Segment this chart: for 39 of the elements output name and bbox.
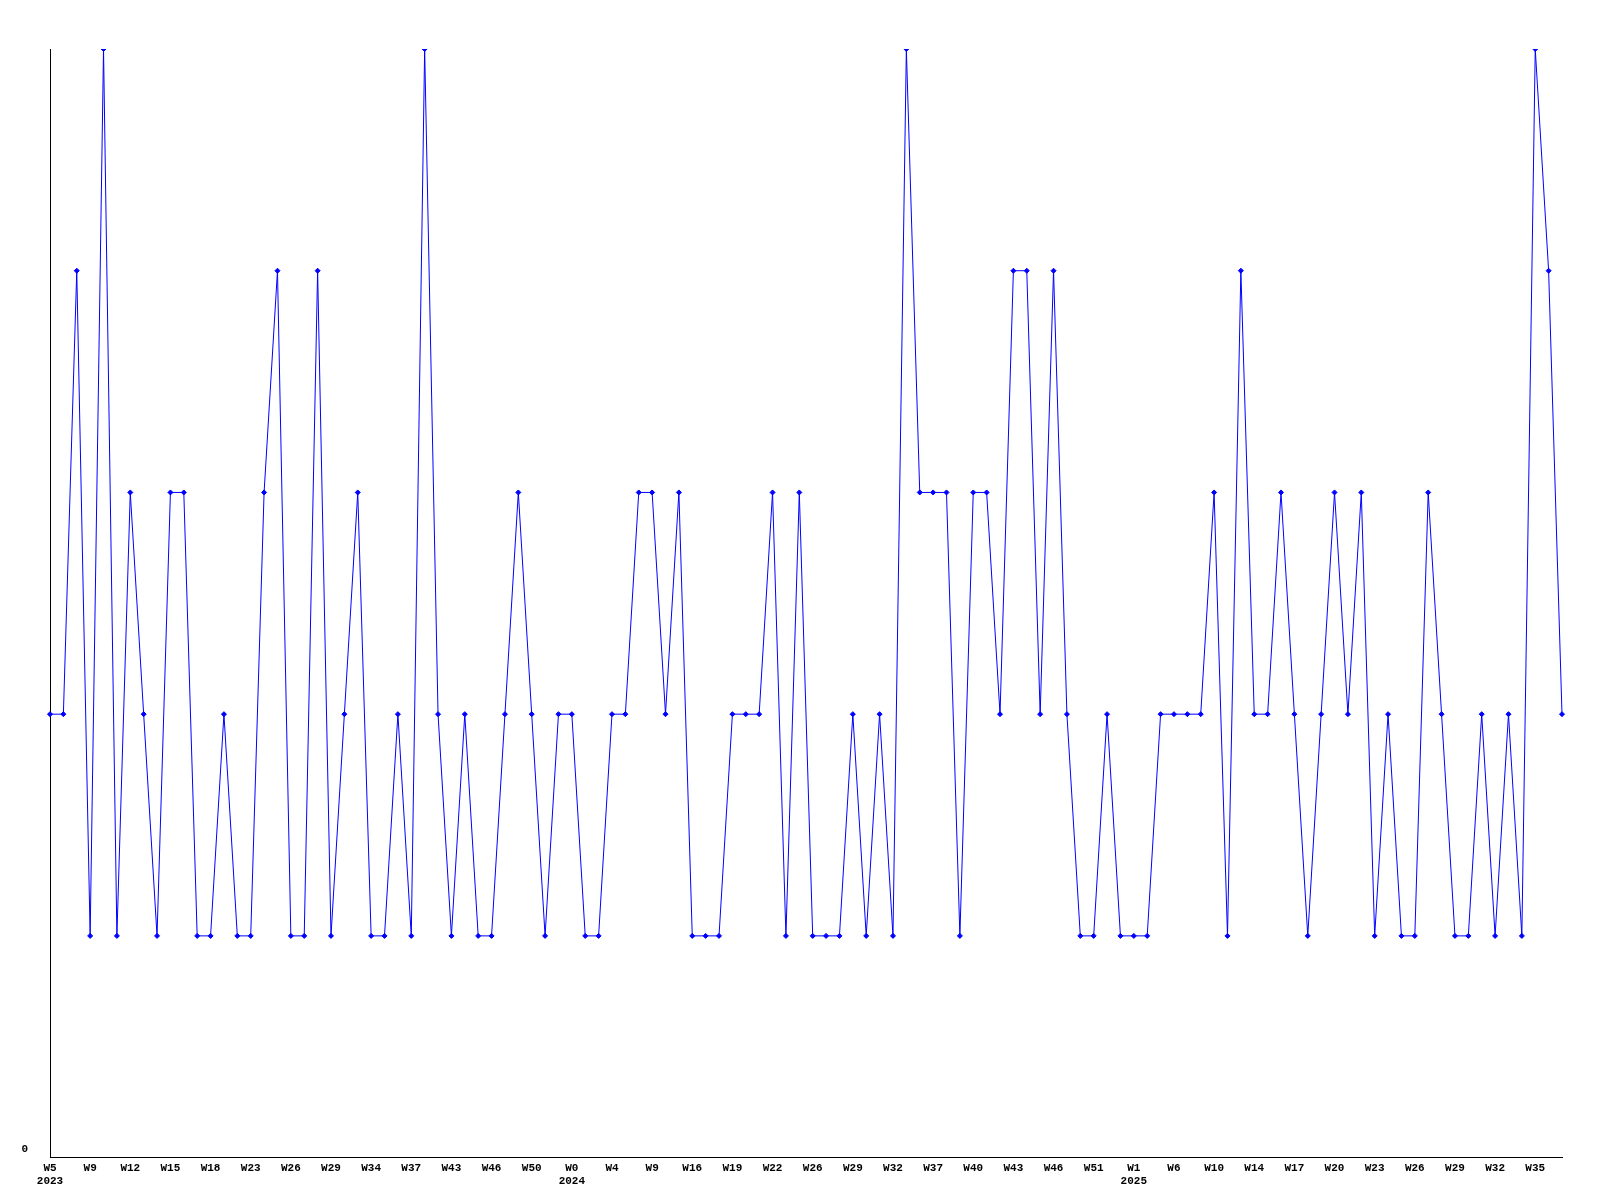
x-tick-label: W0 2024 xyxy=(558,1161,586,1188)
x-tick-label: W9 xyxy=(645,1161,659,1174)
x-tick-label: W32 xyxy=(883,1161,903,1174)
x-tick-label: W6 xyxy=(1167,1161,1181,1174)
x-tick-label: W32 xyxy=(1485,1161,1505,1174)
x-tick-label: W14 xyxy=(1244,1161,1265,1174)
x-tick-label: W51 xyxy=(1083,1161,1104,1174)
x-tick-label: W46 xyxy=(1043,1161,1064,1174)
x-tick-label: W22 xyxy=(762,1161,783,1174)
x-tick-label: W37 xyxy=(923,1161,944,1174)
x-tick-label: W43 xyxy=(1003,1161,1024,1174)
x-tick-label: W29 xyxy=(1445,1161,1465,1174)
x-tick-label: W16 xyxy=(682,1161,703,1174)
x-tick-label: W37 xyxy=(401,1161,422,1174)
x-tick-label: W40 xyxy=(963,1161,984,1174)
x-tick-label: W29 xyxy=(842,1161,863,1174)
x-tick-label: W18 xyxy=(200,1161,221,1174)
x-tick-label: W26 xyxy=(280,1161,301,1174)
x-tick-label: W20 xyxy=(1324,1161,1345,1174)
x-tick-label: W43 xyxy=(441,1161,462,1174)
text: 0 xyxy=(21,1143,28,1156)
x-tick-label: W23 xyxy=(240,1161,261,1174)
x-tick-label: W35 xyxy=(1525,1161,1546,1174)
x-tick-label: W50 xyxy=(521,1161,542,1174)
x-tick-label: W4 xyxy=(605,1161,619,1174)
x-tick-label: W10 xyxy=(1204,1161,1225,1174)
x-tick-label: W9 xyxy=(83,1161,97,1174)
x-tick-label: W15 xyxy=(160,1161,181,1174)
x-tick-label: W29 xyxy=(321,1161,341,1174)
x-tick-label: W17 xyxy=(1284,1161,1305,1174)
x-tick-label: W46 xyxy=(481,1161,502,1174)
x-tick-label: W23 xyxy=(1364,1161,1385,1174)
x-tick-label: W1 2025 xyxy=(1120,1161,1148,1188)
x-tick-label: W5 2023 xyxy=(36,1161,64,1188)
x-tick-label: W26 xyxy=(1404,1161,1425,1174)
x-tick-label: W26 xyxy=(802,1161,823,1174)
x-tick-label: W34 xyxy=(361,1161,382,1174)
x-tick-label: W12 xyxy=(120,1161,141,1174)
x-tick-label: W19 xyxy=(722,1161,743,1174)
